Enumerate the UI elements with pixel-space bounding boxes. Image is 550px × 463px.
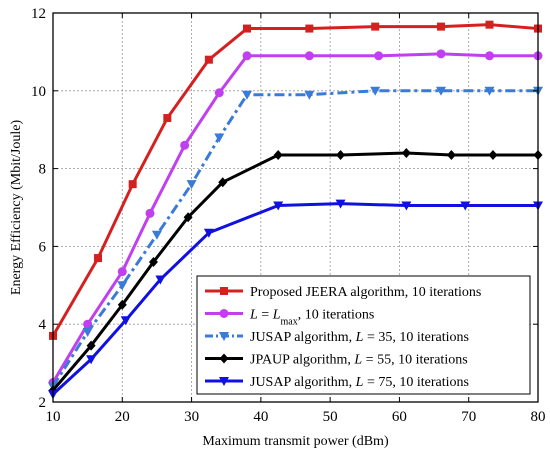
series-line-4 (51, 202, 538, 396)
x-tick-label: 30 (184, 409, 199, 425)
series-0 (49, 20, 542, 340)
series-1 (48, 49, 543, 388)
axis-ticks: 10 20 30 40 50 60 70 80 2 4 6 8 10 12 (31, 6, 546, 425)
x-tick-label: 20 (115, 409, 130, 425)
data-point (186, 180, 197, 190)
data-point (163, 114, 172, 123)
legend-item-4: JUSAP algorithm, L = 75, 10 iterations (205, 375, 469, 390)
legend-item-1: L = Lmax, 10 iterations (205, 308, 374, 328)
data-point (371, 22, 380, 31)
x-tick-label: 80 (531, 409, 546, 425)
data-point (273, 201, 284, 211)
data-point (484, 86, 495, 96)
data-point (128, 180, 137, 189)
legend-item-0: Proposed JEERA algorithm, 10 iterations (205, 285, 481, 300)
data-point (214, 133, 225, 143)
data-point (243, 24, 251, 33)
data-point (117, 267, 127, 277)
legend-swatch-marker (219, 309, 229, 318)
data-point (304, 51, 314, 61)
data-point (336, 149, 346, 160)
legend-swatch-marker (219, 353, 229, 364)
series-line-1 (51, 52, 538, 384)
data-point (370, 86, 381, 96)
legend-label: JPAUP algorithm, L = 55, 10 iterations (250, 353, 468, 368)
series-2 (48, 86, 543, 392)
y-axis-label: Energy Efficiency (Mbit/Joule) (9, 120, 24, 296)
series-line-2 (51, 89, 538, 388)
data-point (204, 55, 213, 64)
data-point (446, 149, 456, 160)
data-point (242, 90, 252, 100)
data-point (401, 201, 412, 211)
data-point (485, 20, 494, 29)
data-point (485, 51, 494, 61)
y-tick-label: 8 (39, 162, 47, 178)
data-point (436, 49, 446, 59)
series-group (48, 20, 543, 400)
data-point (242, 51, 252, 61)
data-point (218, 177, 228, 188)
legend-swatch-marker (220, 287, 228, 295)
data-point (82, 327, 93, 337)
legend-label: L = Lmax, 10 iterations (249, 308, 374, 328)
x-tick-label: 40 (253, 409, 268, 425)
data-point (117, 299, 127, 310)
plot-frame (52, 12, 539, 403)
data-point (374, 51, 384, 61)
data-point (214, 88, 224, 98)
data-point (148, 256, 158, 267)
x-tick-label: 70 (461, 409, 476, 425)
data-point (86, 340, 96, 351)
x-axis-label: Maximum transmit power (dBm) (202, 434, 389, 449)
legend-label: Proposed JEERA algorithm, 10 iterations (250, 285, 481, 300)
data-point (155, 275, 166, 285)
data-point (305, 24, 314, 33)
legend-item-2: JUSAP algorithm, L = 35, 10 iterations (205, 330, 469, 345)
data-point (437, 22, 445, 31)
data-point (273, 149, 283, 160)
x-tick-label: 10 (46, 409, 61, 425)
x-tick-label: 50 (323, 409, 338, 425)
legend-swatch-marker (219, 332, 229, 341)
x-tick-label: 60 (392, 409, 407, 425)
legend: Proposed JEERA algorithm, 10 iterations L… (196, 275, 531, 395)
data-point (401, 148, 411, 159)
data-point (120, 316, 131, 326)
data-point (145, 208, 155, 218)
data-point (436, 86, 446, 96)
legend-label: JUSAP algorithm, L = 35, 10 iterations (250, 330, 469, 345)
y-tick-label: 12 (31, 6, 46, 22)
legend-label: JUSAP algorithm, L = 75, 10 iterations (250, 375, 469, 390)
data-point (335, 199, 346, 209)
data-point (488, 149, 498, 160)
y-tick-label: 4 (39, 317, 47, 333)
data-point (203, 228, 214, 238)
data-point (86, 355, 97, 365)
data-point (151, 230, 162, 240)
y-tick-label: 6 (39, 239, 47, 255)
series-line-3 (51, 151, 538, 392)
legend-item-3: JPAUP algorithm, L = 55, 10 iterations (205, 353, 468, 368)
data-point (117, 281, 128, 291)
data-point (183, 212, 193, 223)
y-tick-label: 2 (39, 395, 47, 411)
legend-swatch-marker (219, 377, 229, 386)
data-point (180, 140, 190, 150)
legend-box (196, 275, 531, 395)
y-tick-label: 10 (31, 84, 46, 100)
data-point (304, 90, 315, 100)
data-point (94, 254, 103, 263)
data-point (460, 201, 471, 211)
